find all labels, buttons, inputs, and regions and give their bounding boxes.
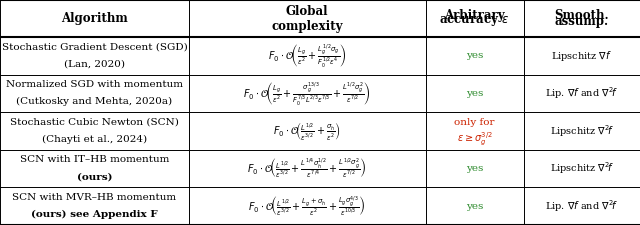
Text: (Lan, 2020): (Lan, 2020) bbox=[64, 60, 125, 69]
Text: $F_0 \cdot \mathcal{O}\!\left(\frac{L^{1/2}}{\varepsilon^{3/2}} + \frac{L_g+\sig: $F_0 \cdot \mathcal{O}\!\left(\frac{L^{1… bbox=[248, 194, 366, 218]
Text: assump.: assump. bbox=[555, 15, 609, 28]
Text: Arbitrary: Arbitrary bbox=[444, 9, 505, 22]
Text: (Cutkosky and Mehta, 2020a): (Cutkosky and Mehta, 2020a) bbox=[17, 97, 172, 106]
Text: Lip. $\nabla f$ and $\nabla^2\! f$: Lip. $\nabla f$ and $\nabla^2\! f$ bbox=[545, 86, 618, 101]
Text: Smooth.: Smooth. bbox=[554, 9, 609, 22]
Text: $F_0 \cdot \mathcal{O}\!\left(\frac{L_g}{\varepsilon^2} + \frac{L_g^{\,1/2}\sigm: $F_0 \cdot \mathcal{O}\!\left(\frac{L_g}… bbox=[268, 42, 346, 69]
Text: yes: yes bbox=[466, 202, 483, 211]
Text: $F_0 \cdot \mathcal{O}\!\left(\frac{L_g}{\varepsilon^2} + \frac{\sigma_g^{13/3}}: $F_0 \cdot \mathcal{O}\!\left(\frac{L_g}… bbox=[243, 80, 371, 107]
Text: (Chayti et al., 2024): (Chayti et al., 2024) bbox=[42, 135, 147, 144]
Text: $F_0 \cdot \mathcal{O}\!\left(\frac{L^{1/2}}{\varepsilon^{3/2}} + \frac{\sigma_h: $F_0 \cdot \mathcal{O}\!\left(\frac{L^{1… bbox=[273, 120, 341, 142]
Text: yes: yes bbox=[466, 164, 483, 173]
Text: SCN with IT–HB momentum: SCN with IT–HB momentum bbox=[20, 155, 169, 164]
Text: Algorithm: Algorithm bbox=[61, 12, 128, 25]
Text: (ours) see Appendix F: (ours) see Appendix F bbox=[31, 210, 157, 219]
Text: Lipschitz $\nabla^2\! f$: Lipschitz $\nabla^2\! f$ bbox=[550, 160, 614, 176]
Text: Normalized SGD with momentum: Normalized SGD with momentum bbox=[6, 80, 183, 89]
Text: Lipschitz $\nabla f$: Lipschitz $\nabla f$ bbox=[551, 49, 612, 63]
Text: $F_0 \cdot \mathcal{O}\!\left(\frac{L^{1/2}}{\varepsilon^{3/2}} + \frac{L^{1/4}\: $F_0 \cdot \mathcal{O}\!\left(\frac{L^{1… bbox=[247, 156, 367, 180]
Text: yes: yes bbox=[466, 51, 483, 60]
Text: Stochastic Gradient Descent (SGD): Stochastic Gradient Descent (SGD) bbox=[1, 43, 188, 52]
Text: only for: only for bbox=[454, 118, 495, 127]
Text: $\varepsilon \geq \sigma_g^{3/2}$: $\varepsilon \geq \sigma_g^{3/2}$ bbox=[457, 131, 492, 148]
Text: Lipschitz $\nabla^2\! f$: Lipschitz $\nabla^2\! f$ bbox=[550, 123, 614, 139]
Text: Global
complexity: Global complexity bbox=[271, 4, 343, 33]
Text: SCN with MVR–HB momentum: SCN with MVR–HB momentum bbox=[12, 193, 177, 202]
Text: accuracy $\varepsilon$: accuracy $\varepsilon$ bbox=[440, 14, 509, 29]
Text: Lip. $\nabla f$ and $\nabla^2\! f$: Lip. $\nabla f$ and $\nabla^2\! f$ bbox=[545, 198, 618, 214]
Text: yes: yes bbox=[466, 89, 483, 98]
Text: Stochastic Cubic Newton (SCN): Stochastic Cubic Newton (SCN) bbox=[10, 118, 179, 127]
Text: (ours): (ours) bbox=[77, 172, 112, 181]
